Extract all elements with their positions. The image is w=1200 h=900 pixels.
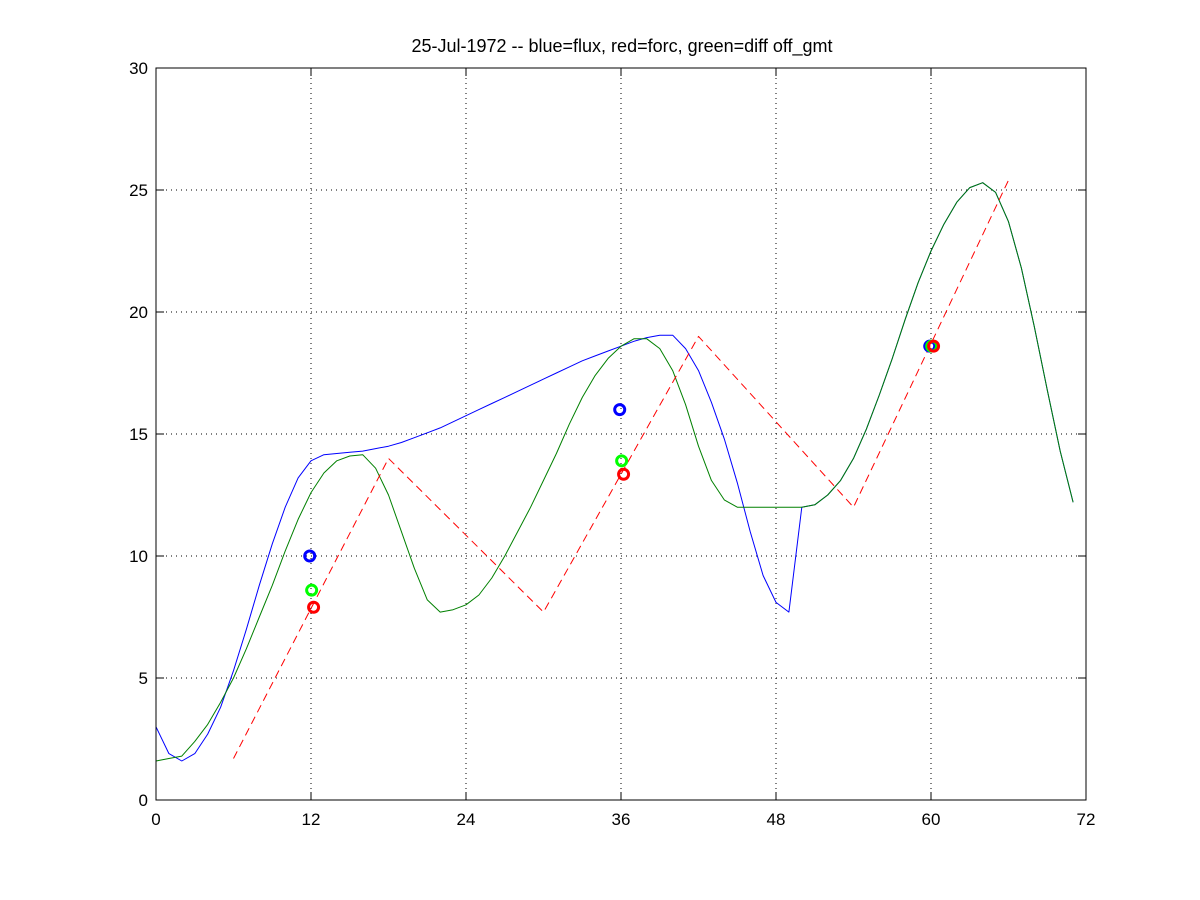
x-tick-label: 72 — [1077, 810, 1096, 829]
data-marker — [305, 583, 319, 597]
x-tick-label: 24 — [457, 810, 476, 829]
x-tick-label: 0 — [151, 810, 160, 829]
data-marker — [927, 339, 941, 353]
grid-lines — [156, 68, 1086, 800]
y-tick-label: 20 — [129, 303, 148, 322]
x-tick-label: 12 — [302, 810, 321, 829]
x-tick-label: 60 — [922, 810, 941, 829]
data-marker — [303, 549, 317, 563]
y-tick-label: 15 — [129, 425, 148, 444]
axis-ticks: 0 12 24 36 48 60 72 0 5 10 15 20 25 30 — [129, 59, 1095, 829]
y-tick-label: 0 — [139, 791, 148, 810]
y-tick-label: 25 — [129, 181, 148, 200]
y-tick-label: 30 — [129, 59, 148, 78]
data-marker — [307, 600, 321, 614]
series-line-0 — [155, 182, 1074, 762]
data-marker — [615, 454, 629, 468]
y-tick-label: 5 — [139, 669, 148, 688]
x-tick-label: 36 — [612, 810, 631, 829]
data-marker — [617, 467, 631, 481]
chart-title: 25-Jul-1972 -- blue=flux, red=forc, gree… — [411, 36, 832, 57]
series-line-2 — [233, 179, 1009, 759]
series-layer — [155, 179, 1074, 762]
marker-layer — [303, 339, 941, 614]
series-line-1 — [155, 182, 1074, 762]
data-marker — [613, 403, 627, 417]
y-tick-label: 10 — [129, 547, 148, 566]
x-tick-label: 48 — [767, 810, 786, 829]
